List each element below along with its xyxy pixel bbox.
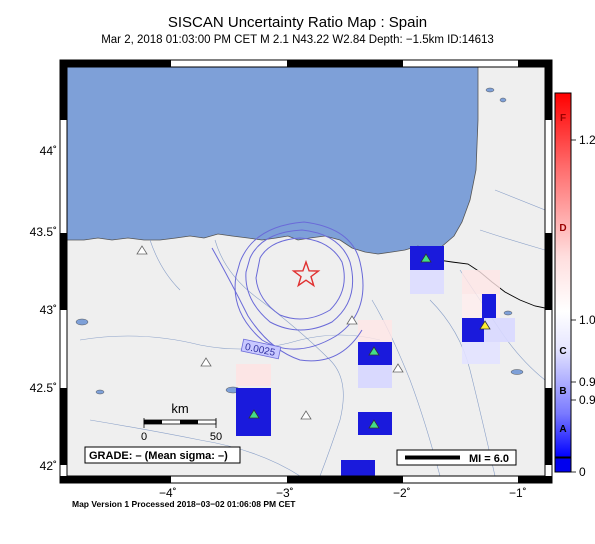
lat-tick-label: 43.5˚	[30, 225, 57, 239]
map-frame	[59, 59, 553, 484]
colorbar-value: 0.9	[579, 393, 595, 407]
scale-start: 0	[141, 431, 147, 443]
grade-letter-d: D	[559, 223, 566, 234]
grade-letter-f: F	[560, 113, 566, 124]
event-info: Mar 2, 2018 01:03:00 PM CET M 2.1 N43.22…	[101, 34, 494, 46]
lat-tick-label: 43˚	[40, 303, 57, 317]
lon-tick-label: −1˚	[509, 486, 527, 500]
scale-end: 50	[210, 431, 222, 443]
scale-bar: km 0 50	[141, 401, 222, 443]
epicenter-star-icon[interactable]	[291, 259, 321, 288]
colorbar-value: 0	[579, 465, 586, 479]
magnitude-key-label: MI = 6.0	[469, 453, 509, 465]
colorbar-value: 1.2	[579, 133, 595, 147]
map-footer: Map Version 1 Processed 2018−03−02 01:06…	[72, 499, 296, 509]
colorbar-value: 0.9	[579, 375, 595, 389]
high-ratio-cells	[236, 246, 496, 476]
axis-labels: −4˚ −3˚ −2˚ −1˚ 44˚ 43.5˚ 43˚ 42.5˚ 42˚	[30, 144, 527, 500]
lon-tick-label: −2˚	[393, 486, 411, 500]
map-title: SISCAN Uncertainty Ratio Map : Spain	[167, 14, 428, 31]
lat-tick-label: 44˚	[40, 144, 57, 158]
grade-letter-c: C	[559, 346, 566, 357]
grade-box: GRADE: – (Mean sigma: –)	[84, 446, 241, 464]
magnitude-key: MI = 6.0	[396, 449, 517, 466]
map-panel[interactable]: 0.0025	[67, 67, 545, 476]
grade-text: GRADE: – (Mean sigma: –)	[89, 450, 228, 462]
lon-tick-label: −3˚	[276, 486, 294, 500]
scale-unit: km	[171, 401, 188, 416]
uncertainty-contours	[211, 221, 364, 362]
colorbar-value: 1.0	[579, 313, 595, 327]
lon-tick-label: −4˚	[159, 486, 177, 500]
lat-tick-label: 42.5˚	[30, 381, 57, 395]
lat-tick-label: 42˚	[40, 459, 57, 473]
grade-letter-b: B	[559, 386, 566, 397]
station-triangle-icon[interactable]	[136, 245, 491, 429]
grade-letter-a: A	[559, 424, 566, 435]
colorbar: F D C B A 1.2 1.0 0.9 0.9 0	[554, 92, 595, 479]
sea-area	[67, 67, 479, 255]
